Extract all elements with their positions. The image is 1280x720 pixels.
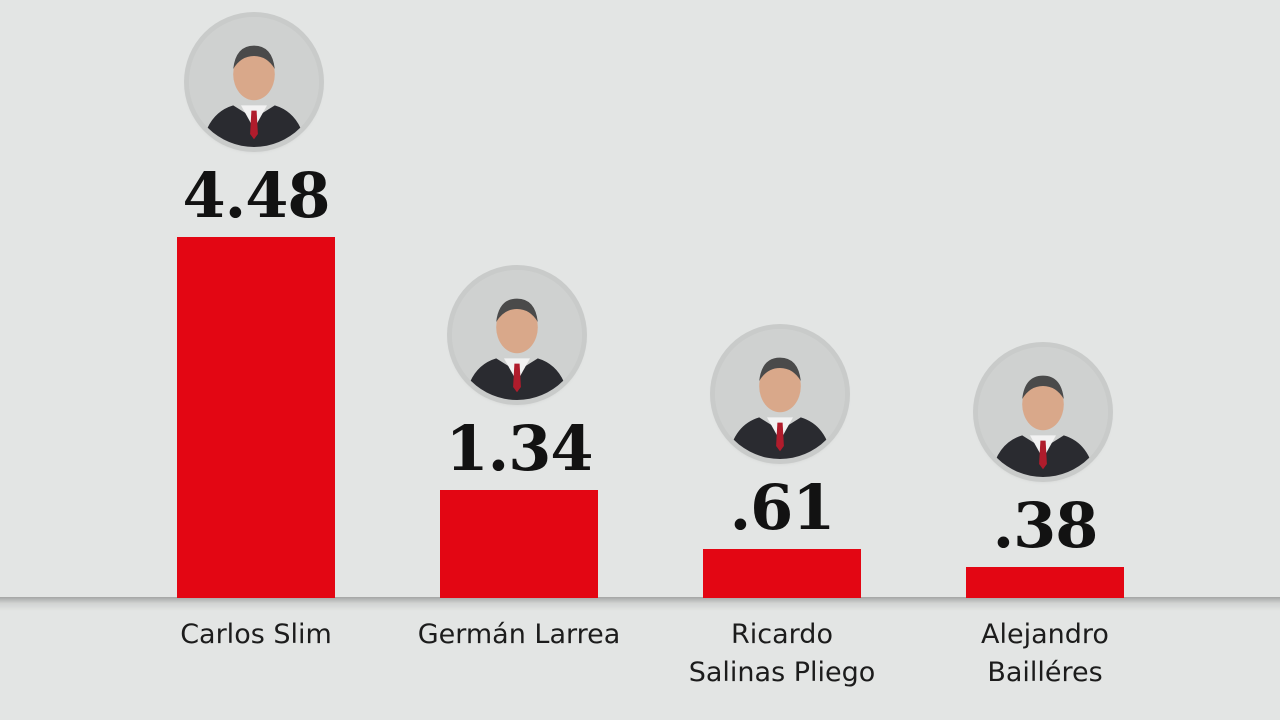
category-label-line: Salinas Pliego — [688, 657, 876, 688]
category-label-line: Ricardo — [731, 619, 833, 650]
category-label-line: Carlos Slim — [180, 619, 332, 650]
category-label-2: Germán Larrea — [379, 616, 659, 654]
value-label-4: .38 — [992, 489, 1099, 562]
bar-3 — [703, 549, 861, 598]
person-photo-icon — [978, 347, 1108, 477]
bar-4 — [966, 567, 1124, 598]
category-label-3: Ricardo Salinas Pliego — [642, 616, 922, 692]
person-photo-icon — [189, 17, 319, 147]
value-label-1: 4.48 — [182, 159, 330, 232]
value-label-2: 1.34 — [445, 412, 593, 485]
value-label-3: .61 — [729, 471, 836, 544]
category-label-line: Alejandro — [981, 619, 1109, 650]
person-photo-icon — [452, 270, 582, 400]
person-photo-icon — [715, 329, 845, 459]
category-label-line: Bailléres — [987, 657, 1103, 688]
category-label-line: Germán Larrea — [417, 619, 621, 650]
bar-1 — [177, 237, 335, 598]
category-label-1: Carlos Slim — [116, 616, 396, 654]
chart-baseline — [0, 597, 1280, 611]
bar-2 — [440, 490, 598, 598]
category-label-4: Alejandro Bailléres — [905, 616, 1185, 692]
